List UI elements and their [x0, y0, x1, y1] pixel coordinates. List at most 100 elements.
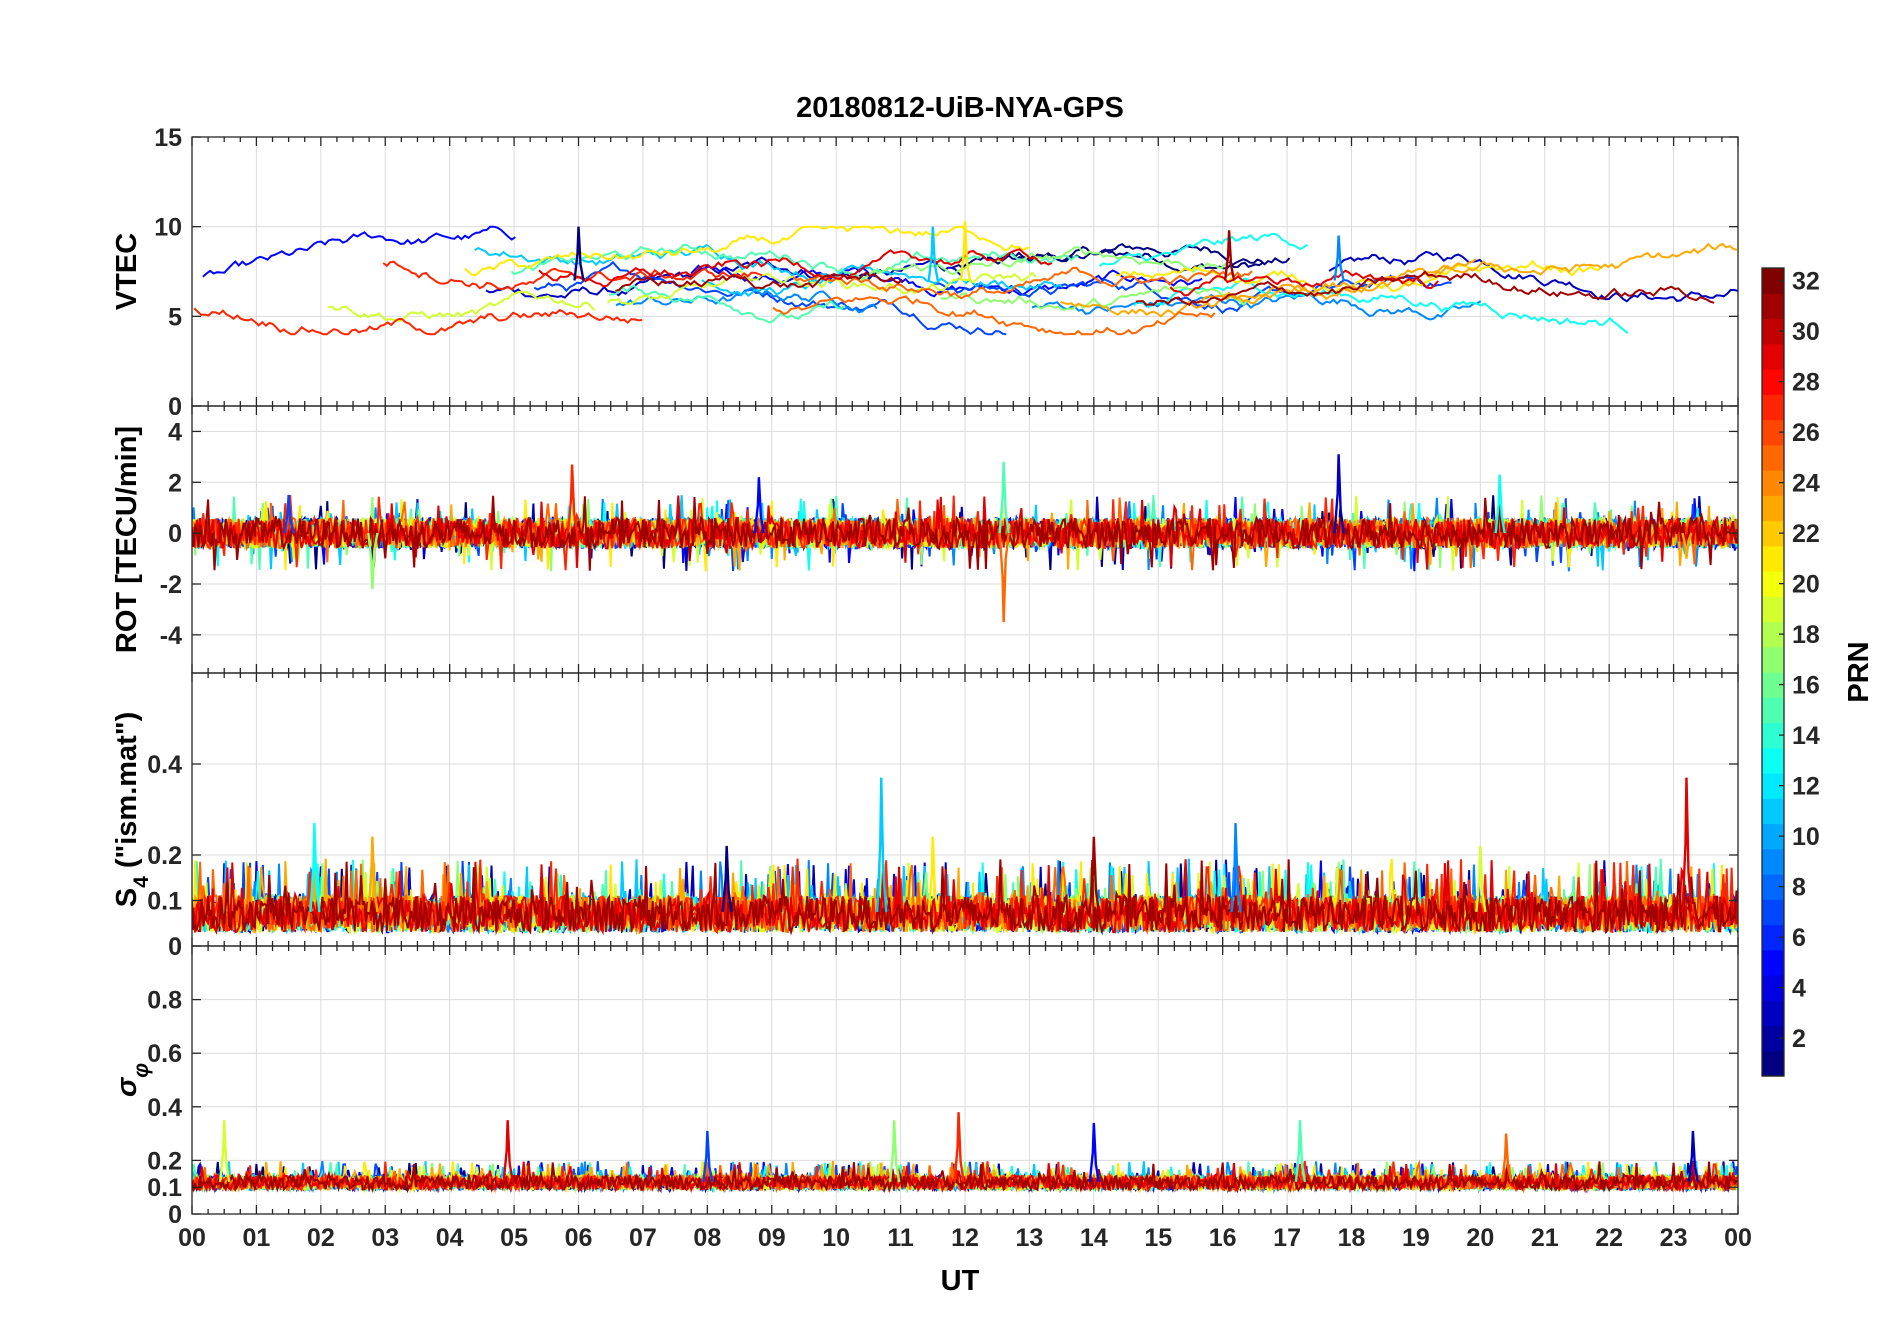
colorbar-swatch [1762, 419, 1784, 446]
trace-prn-25 [192, 497, 1738, 571]
colorbar-swatch [1762, 621, 1784, 648]
spike-rot [283, 494, 295, 534]
colorbar-swatch [1762, 571, 1784, 597]
x-tick-label: 10 [822, 1224, 850, 1252]
colorbar-tick-label: 16 [1792, 672, 1820, 700]
colorbar-swatch [1762, 470, 1784, 496]
chart-title: 20180812-UiB-NYA-GPS [796, 92, 1124, 124]
panel-series [192, 777, 1738, 936]
panel-series [193, 221, 1738, 336]
y-tick-label: 0.2 [147, 842, 182, 870]
trace-prn-25 [772, 295, 1216, 336]
spike-rot [998, 532, 1010, 623]
colorbar-swatch [1762, 520, 1784, 547]
trace-prn-15 [608, 284, 846, 324]
colorbar-swatch [1762, 268, 1784, 294]
spike-sigma_phi [219, 1120, 231, 1182]
x-tick-label: 12 [951, 1224, 979, 1252]
colorbar-tick-label: 26 [1792, 419, 1820, 447]
spike-sigma_phi [1687, 1130, 1700, 1183]
panel-series [192, 454, 1738, 623]
colorbar-swatch [1762, 495, 1784, 522]
colorbar-swatch [1762, 798, 1784, 825]
trace-prn-17 [860, 246, 1230, 282]
colorbar-swatch [1762, 899, 1784, 926]
trace-prn-31 [615, 271, 903, 292]
x-tick-label: 15 [1144, 1224, 1172, 1252]
x-tick-label: 04 [436, 1224, 464, 1252]
x-tick-label: 06 [565, 1224, 593, 1252]
panel-s4: 0 0.1 0.2 0.4S4 ("ism.mat") [111, 672, 1739, 961]
x-tick-label: 13 [1016, 1224, 1044, 1252]
x-tick-label: 20 [1466, 1224, 1494, 1252]
colorbar-tick-label: 22 [1792, 520, 1820, 548]
y-tick-label: 2 [168, 469, 182, 497]
spike-vtec [927, 226, 939, 281]
trace-prn-19 [606, 268, 1037, 306]
x-tick-label: 00 [178, 1224, 206, 1252]
spike-sigma_phi [502, 1120, 514, 1182]
spike-rot [566, 464, 579, 534]
x-tick-label: 00 [1724, 1224, 1752, 1252]
spike-vtec [1333, 235, 1345, 281]
y-axis-label: VTEC [111, 233, 143, 310]
panel-sigma_phi: 00.10.2 0.4 0.6 0.8 σφ [111, 945, 1739, 1229]
colorbar-swatch [1762, 545, 1784, 572]
colorbar-tick-label: 4 [1792, 975, 1806, 1003]
y-tick-label: 0 [168, 520, 182, 548]
spike-rot [998, 461, 1010, 534]
spike-sigma_phi [1500, 1133, 1513, 1183]
colorbar-swatch [1762, 773, 1784, 799]
spike-sigma_phi [953, 1112, 965, 1182]
trace-prn-21 [1116, 259, 1602, 294]
spike-s4 [1475, 845, 1487, 913]
x-tick-label: 19 [1402, 1224, 1430, 1252]
x-tick-label: 01 [243, 1224, 271, 1252]
trace-prn-27 [192, 858, 1738, 936]
x-tick-label: 16 [1209, 1224, 1237, 1252]
trace-prn-25 [792, 266, 1253, 300]
spike-sigma_phi [1294, 1120, 1307, 1182]
trace-prn-5 [202, 225, 516, 278]
colorbar-swatch [1762, 823, 1784, 850]
spike-vtec [1223, 230, 1236, 281]
trace-prn-9 [1031, 292, 1482, 321]
trace-prn-29 [1169, 269, 1439, 297]
x-tick-label: 18 [1338, 1224, 1366, 1252]
colorbar-swatch [1762, 369, 1784, 395]
y-axis-label: S4 ("ism.mat") [111, 712, 153, 908]
y-tick-label: 0.4 [147, 751, 182, 779]
colorbar-swatch [1762, 596, 1784, 623]
x-tick-label: 09 [758, 1224, 786, 1252]
y-tick-label: 0 [168, 393, 182, 421]
x-tick-label: 02 [307, 1224, 335, 1252]
x-tick-label: 14 [1080, 1224, 1108, 1252]
trace-prn-31 [192, 495, 1738, 571]
colorbar-tick-label: 10 [1792, 823, 1820, 851]
x-tick-label: 23 [1660, 1224, 1688, 1252]
spike-s4 [721, 845, 733, 913]
colorbar-tick-label: 8 [1792, 874, 1806, 902]
colorbar-frame [1761, 267, 1785, 1077]
x-axis-label: UT [941, 1265, 980, 1297]
colorbar-swatch [1762, 394, 1784, 421]
spike-s4 [309, 823, 321, 913]
y-tick-label: -2 [160, 571, 182, 599]
colorbar-tick-label: 30 [1792, 318, 1820, 346]
colorbar-tick-label: 24 [1792, 470, 1820, 498]
colorbar-tick-label: 28 [1792, 369, 1820, 397]
y-axis-label: ROT [TECU/min] [111, 426, 143, 653]
y-tick-label: 0.4 [147, 1094, 182, 1122]
spike-s4 [1681, 777, 1693, 912]
trace-prn-31 [192, 1161, 1738, 1194]
trace-prn-17 [940, 285, 1248, 311]
trace-prn-7 [533, 260, 1007, 336]
spike-s4 [367, 836, 379, 913]
colorbar-tick-label: 2 [1792, 1025, 1806, 1053]
spike-s4 [1088, 836, 1101, 913]
colorbar-swatch [1762, 697, 1784, 724]
trace-prn-23 [1197, 242, 1738, 305]
colorbar-swatch [1762, 293, 1784, 320]
